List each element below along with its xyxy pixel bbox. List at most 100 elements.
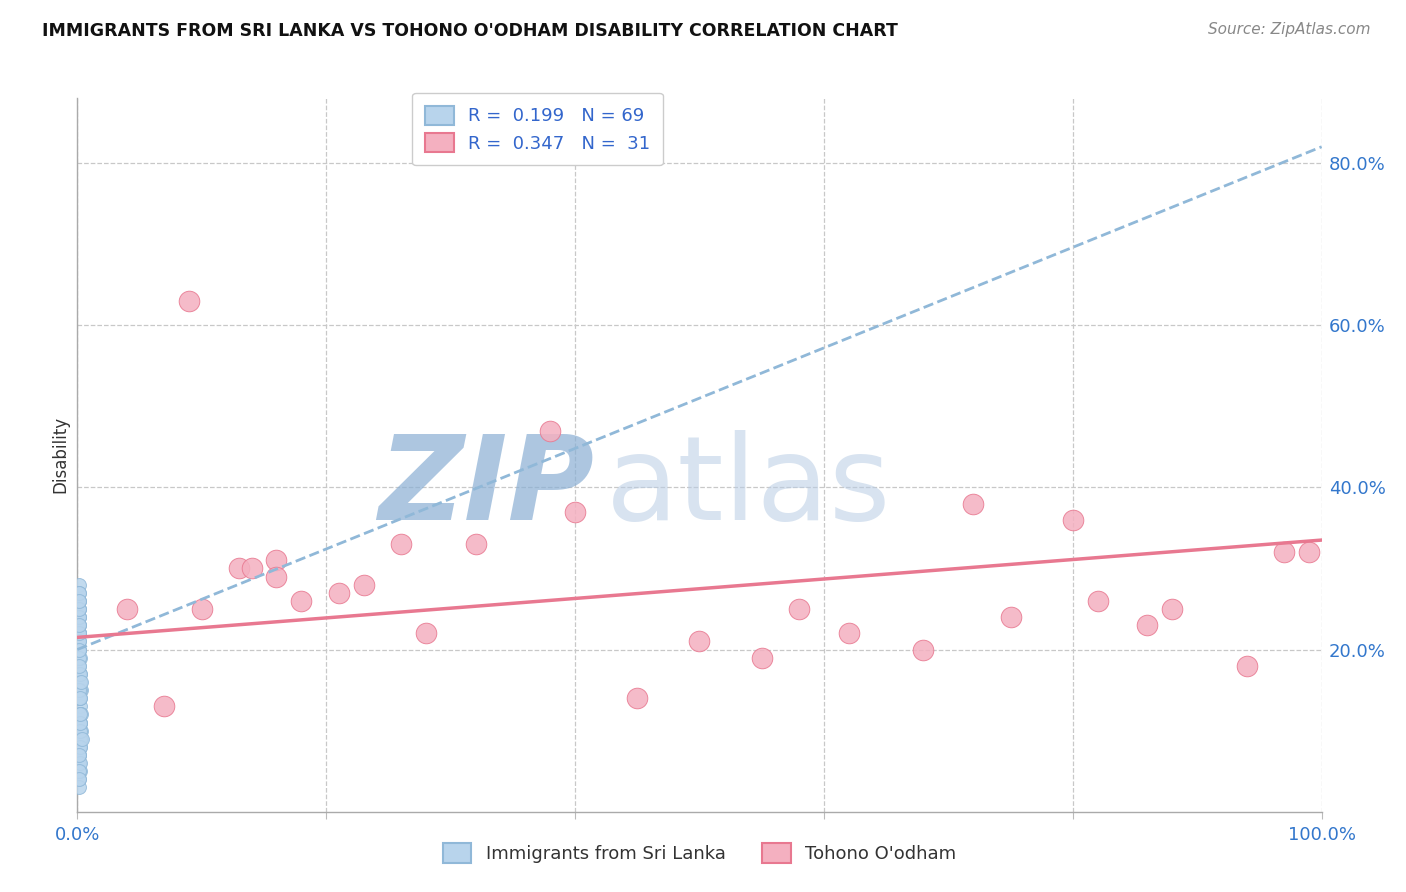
Point [67,642,90,657]
Point [538,424,561,438]
Point [67,634,90,648]
Point [389,537,412,551]
Point [69,739,91,754]
Point [115,602,138,616]
Point [67,618,90,632]
Point [153,699,176,714]
Point [69,683,91,698]
Point [67,626,90,640]
Point [67,626,90,640]
Point [69,666,91,681]
Point [328,586,350,600]
Point [72,731,94,746]
Point [1272,545,1295,559]
Point [70,723,93,738]
Point [1062,513,1084,527]
Point [67,586,90,600]
Point [67,764,90,779]
Point [67,610,90,624]
Point [70,683,93,698]
Point [689,634,711,648]
Point [69,666,91,681]
Point [69,691,91,706]
Point [266,569,288,583]
Point [67,772,90,787]
Point [67,586,90,600]
Point [67,772,90,787]
Point [67,594,90,608]
Point [67,577,90,591]
Point [67,756,90,770]
Point [787,602,810,616]
Point [69,731,91,746]
Point [67,683,90,698]
Point [290,594,312,608]
Point [67,764,90,779]
Point [228,561,250,575]
Text: Source: ZipAtlas.com: Source: ZipAtlas.com [1208,22,1371,37]
Point [67,747,90,762]
Point [1298,545,1320,559]
Point [69,675,91,690]
Point [69,723,91,738]
Point [67,658,90,673]
Point [751,650,773,665]
Point [69,715,91,730]
Point [415,626,437,640]
Point [69,707,91,722]
Point [179,293,201,308]
Point [67,739,90,754]
Point [69,715,91,730]
Point [69,691,91,706]
Point [240,561,263,575]
Point [70,675,93,690]
Point [191,602,214,616]
Point [464,537,486,551]
Point [69,650,91,665]
Point [67,756,90,770]
Point [67,618,90,632]
Point [67,626,90,640]
Point [69,715,91,730]
Point [962,497,984,511]
Point [626,691,648,706]
Point [1161,602,1184,616]
Point [67,610,90,624]
Text: ZIP: ZIP [378,430,593,544]
Point [67,642,90,657]
Point [69,675,91,690]
Point [1136,618,1159,632]
Text: atlas: atlas [606,430,891,544]
Point [67,602,90,616]
Point [69,739,91,754]
Point [67,691,90,706]
Point [353,577,375,591]
Point [67,666,90,681]
Point [70,707,93,722]
Point [67,610,90,624]
Text: IMMIGRANTS FROM SRI LANKA VS TOHONO O'ODHAM DISABILITY CORRELATION CHART: IMMIGRANTS FROM SRI LANKA VS TOHONO O'OD… [42,22,898,40]
Point [67,658,90,673]
Point [69,707,91,722]
Point [69,723,91,738]
Point [266,553,288,567]
Point [67,747,90,762]
Point [67,642,90,657]
Point [67,602,90,616]
Point [1087,594,1109,608]
Point [67,618,90,632]
Point [67,634,90,648]
Point [67,602,90,616]
Point [69,764,91,779]
Point [1236,658,1258,673]
Point [67,650,90,665]
Point [564,505,586,519]
Point [1000,610,1022,624]
Point [67,747,90,762]
Point [67,780,90,795]
Y-axis label: Disability: Disability [51,417,69,493]
Point [67,594,90,608]
Point [70,731,93,746]
Point [69,699,91,714]
Point [838,626,860,640]
